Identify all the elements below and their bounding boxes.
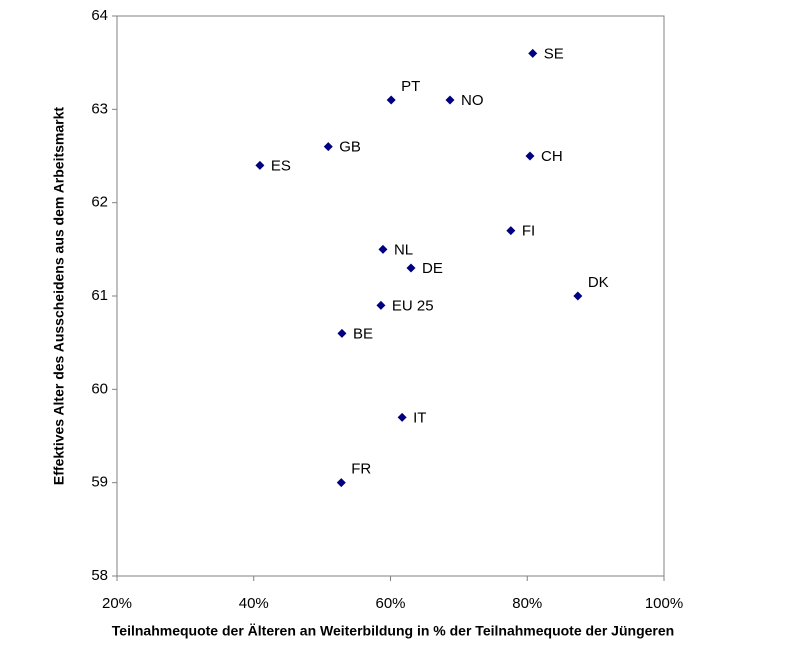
x-tick-label: 100% (645, 595, 683, 612)
point (386, 95, 396, 105)
point-label: SE (544, 45, 564, 62)
point-label: GB (339, 139, 361, 156)
point (528, 48, 538, 58)
x-tick-label: 80% (512, 595, 542, 612)
point (255, 160, 265, 170)
point (406, 263, 416, 273)
y-tick-label: 62 (91, 194, 108, 211)
point (336, 478, 346, 488)
y-tick-label: 58 (91, 567, 108, 584)
point (376, 300, 386, 310)
point (323, 142, 333, 152)
point-label: ES (271, 157, 291, 174)
point (573, 291, 583, 301)
point-label: FI (522, 223, 535, 240)
point-label: FR (351, 461, 371, 478)
point-label: EU 25 (392, 297, 434, 314)
y-tick-label: 61 (91, 287, 108, 304)
point (525, 151, 535, 161)
point (445, 95, 455, 105)
point (378, 244, 388, 254)
y-tick-label: 64 (91, 7, 108, 24)
y-axis-title: Effektives Alter des Ausscheidens aus de… (51, 107, 67, 485)
point-label: CH (541, 148, 563, 165)
point-label: NO (461, 92, 484, 109)
point (337, 328, 347, 338)
x-tick-label: 60% (375, 595, 405, 612)
point (506, 226, 516, 236)
point (397, 412, 407, 422)
y-tick-label: 60 (91, 380, 108, 397)
point-label: DK (588, 274, 609, 291)
point-label: IT (413, 409, 426, 426)
x-axis-title: Teilnahmequote der Älteren an Weiterbild… (112, 623, 674, 639)
point-label: DE (422, 260, 443, 277)
point-label: PT (401, 78, 420, 95)
y-tick-label: 59 (91, 474, 108, 491)
x-tick-label: 20% (102, 595, 132, 612)
y-tick-label: 63 (91, 100, 108, 117)
point-label: BE (353, 325, 373, 342)
point-label: NL (394, 241, 413, 258)
x-tick-label: 40% (239, 595, 269, 612)
